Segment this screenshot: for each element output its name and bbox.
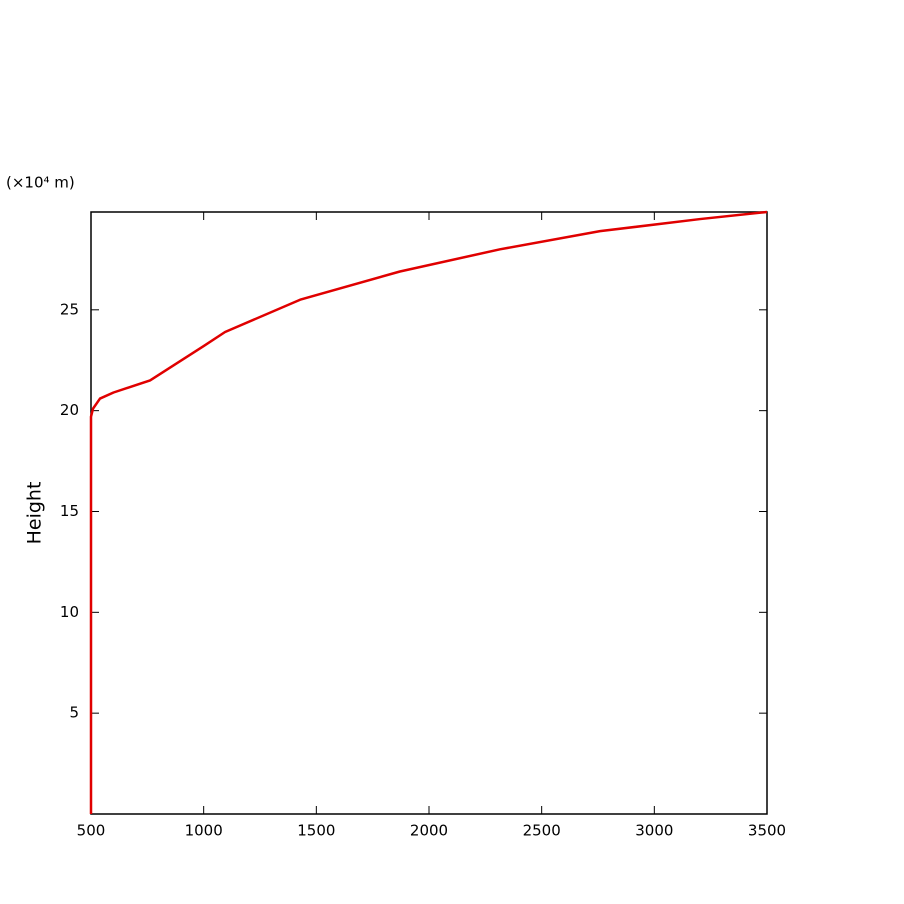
y-tick-label: 5 [69, 704, 79, 722]
y-tick-label: 15 [60, 502, 79, 520]
x-tick-label: 3500 [748, 822, 786, 840]
x-tick-label: 2000 [410, 822, 448, 840]
x-tick-label: 1000 [185, 822, 223, 840]
x-tick-label: 1500 [297, 822, 335, 840]
y-tick-label: 20 [60, 401, 79, 419]
y-tick-label: 25 [60, 300, 79, 318]
data-line [89, 210, 768, 814]
x-tick-label: 2500 [523, 822, 561, 840]
x-tick-label: 3000 [635, 822, 673, 840]
y-tick-label: 10 [60, 603, 79, 621]
chart-title: (×10⁴ m) [6, 174, 75, 192]
y-axis-label: Height [24, 482, 46, 545]
x-tick-label: 500 [77, 822, 106, 840]
plot-frame [90, 211, 768, 815]
